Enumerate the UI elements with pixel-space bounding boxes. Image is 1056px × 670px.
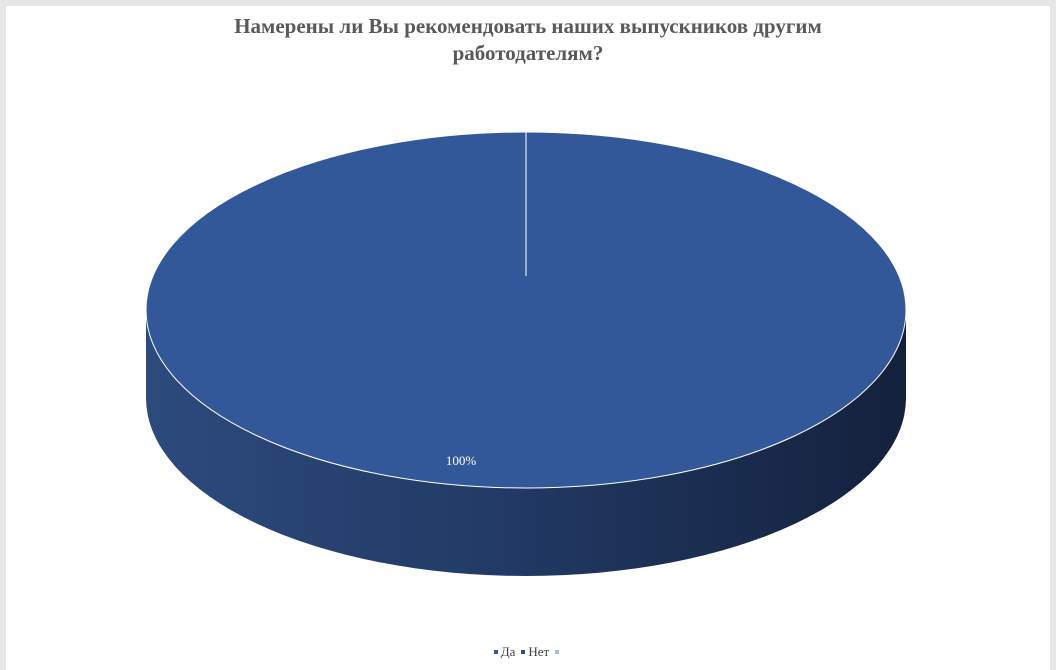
legend-item-Нет: Нет [521,644,549,660]
legend-item-Да: Да [493,644,516,660]
chart-title-line-1: Намерены ли Вы рекомендовать наших выпус… [234,14,822,38]
chart-legend: Да Нет [0,644,1056,660]
legend-label: Да [500,644,516,659]
legend-label: Нет [528,644,550,659]
legend-swatch [493,650,498,655]
legend-swatch [521,650,526,655]
legend-swatch [555,650,560,655]
chart-title-line-2: работодателям? [452,41,604,65]
chart-title: Намерены ли Вы рекомендовать наших выпус… [0,13,1056,67]
data-label-1: 100% [446,453,477,468]
legend-item-series-3 [555,644,562,660]
pie-side [146,310,906,576]
